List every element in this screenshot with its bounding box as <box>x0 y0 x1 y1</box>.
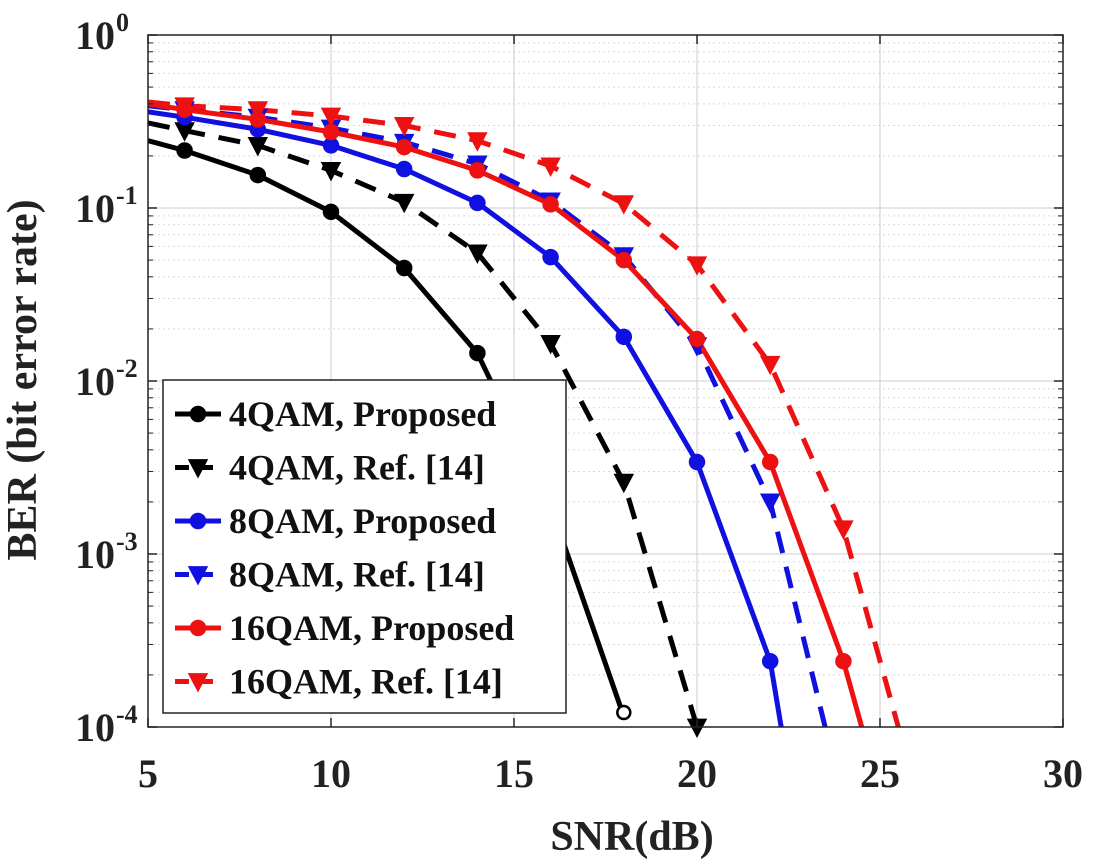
series-6-marker <box>613 195 635 215</box>
y-tick-label-exponent: -1 <box>116 181 138 210</box>
y-tick-label-exponent: -4 <box>116 700 138 729</box>
legend-swatch-marker <box>189 405 207 423</box>
series-6-marker <box>174 97 195 117</box>
series-markers <box>174 97 854 739</box>
legend-swatch-marker <box>187 566 209 586</box>
series-5-marker <box>615 251 633 269</box>
x-tick-label: 10 <box>311 751 351 796</box>
series-6-marker <box>759 355 781 376</box>
legend-item-6: 16QAM, Ref. [14] <box>175 662 503 702</box>
y-tick-label-exponent: -2 <box>116 354 138 383</box>
series-5-marker <box>688 330 706 348</box>
x-tick-label: 15 <box>494 751 534 796</box>
series-6-marker <box>247 101 269 121</box>
legend-swatch-marker <box>189 512 207 530</box>
series-5-marker <box>542 196 559 213</box>
series-6-marker <box>686 256 708 276</box>
y-tick-label-base: 10 <box>75 705 115 750</box>
legend-label: 4QAM, Proposed <box>229 394 496 434</box>
series-3-marker <box>542 248 559 266</box>
series-5-marker <box>835 652 852 670</box>
legend-swatch-marker <box>187 673 209 693</box>
y-tick-label-base: 10 <box>75 532 115 577</box>
legend-label: 4QAM, Ref. [14] <box>229 448 485 488</box>
legend-label: 8QAM, Proposed <box>229 501 496 541</box>
y-tick-label: 10 -1 <box>75 181 138 231</box>
series-6-marker <box>320 107 342 128</box>
series-2-marker <box>540 334 561 355</box>
y-tick-label: 10 0 <box>75 8 129 58</box>
series-4-marker <box>759 493 781 513</box>
legend-item-2: 4QAM, Ref. [14] <box>175 448 485 488</box>
series-2-marker <box>393 193 415 214</box>
series-1-marker <box>616 704 632 721</box>
series-3-marker <box>395 160 413 178</box>
legend-swatch-marker <box>189 619 207 637</box>
series-6-marker <box>467 132 488 152</box>
series-3-marker <box>469 194 486 212</box>
series-5-marker <box>469 162 486 179</box>
series-1-marker <box>249 166 267 184</box>
x-tick-label: 25 <box>860 751 900 796</box>
y-axis-label: BER (bit error rate) <box>0 199 46 560</box>
y-tick-label: 10 -2 <box>75 354 138 404</box>
series-1-marker <box>176 142 193 159</box>
y-tick-label-base: 10 <box>75 186 115 231</box>
y-tick-label-exponent: -3 <box>116 527 138 556</box>
legend-box <box>162 379 567 714</box>
y-tick-label: 10 -4 <box>75 700 138 750</box>
y-tick-label-base: 10 <box>75 13 115 58</box>
series-6-marker <box>833 520 854 540</box>
series-3-marker <box>688 453 706 471</box>
legend: 4QAM, Proposed 4QAM, Ref. [14] 8QAM, Propo… <box>162 379 567 714</box>
x-axis-label: SNR(dB) <box>550 814 713 860</box>
legend-item-5: 16QAM, Proposed <box>175 608 514 648</box>
series-1-marker <box>469 344 486 362</box>
legend-item-3: 8QAM, Proposed <box>175 501 496 541</box>
legend-label: 16QAM, Ref. [14] <box>229 662 503 702</box>
series-5-marker <box>761 453 779 471</box>
legend-item-4: 8QAM, Ref. [14] <box>175 555 485 595</box>
x-tick-label: 5 <box>138 751 158 796</box>
series-3-marker <box>761 652 779 670</box>
series-3-marker <box>615 328 633 346</box>
series-2-marker <box>247 137 269 157</box>
y-tick-label-base: 10 <box>75 359 115 404</box>
series-6-marker <box>540 157 561 178</box>
y-tick-label-exponent: 0 <box>116 8 129 37</box>
series-2-marker <box>320 161 342 182</box>
x-tick-label: 20 <box>677 751 717 796</box>
series-1-marker <box>322 203 340 221</box>
legend-swatch-marker <box>187 459 209 479</box>
series-1-marker <box>395 259 413 277</box>
x-tick-labels: 5 10 15 20 25 30 <box>138 751 1083 796</box>
legend-label: 8QAM, Ref. [14] <box>229 555 485 595</box>
series-6-marker <box>393 117 415 137</box>
legend-label: 16QAM, Proposed <box>229 608 514 648</box>
series-line-5 <box>148 101 865 727</box>
series-2-marker <box>467 244 488 264</box>
axis-ticks <box>147 34 1064 728</box>
legend-item-1: 4QAM, Proposed <box>175 394 496 434</box>
y-tick-label: 10 -3 <box>75 527 138 577</box>
series-5-marker <box>395 138 413 156</box>
series-line-6 <box>148 99 901 727</box>
series-2-marker <box>613 473 635 494</box>
x-tick-label: 30 <box>1043 751 1083 796</box>
